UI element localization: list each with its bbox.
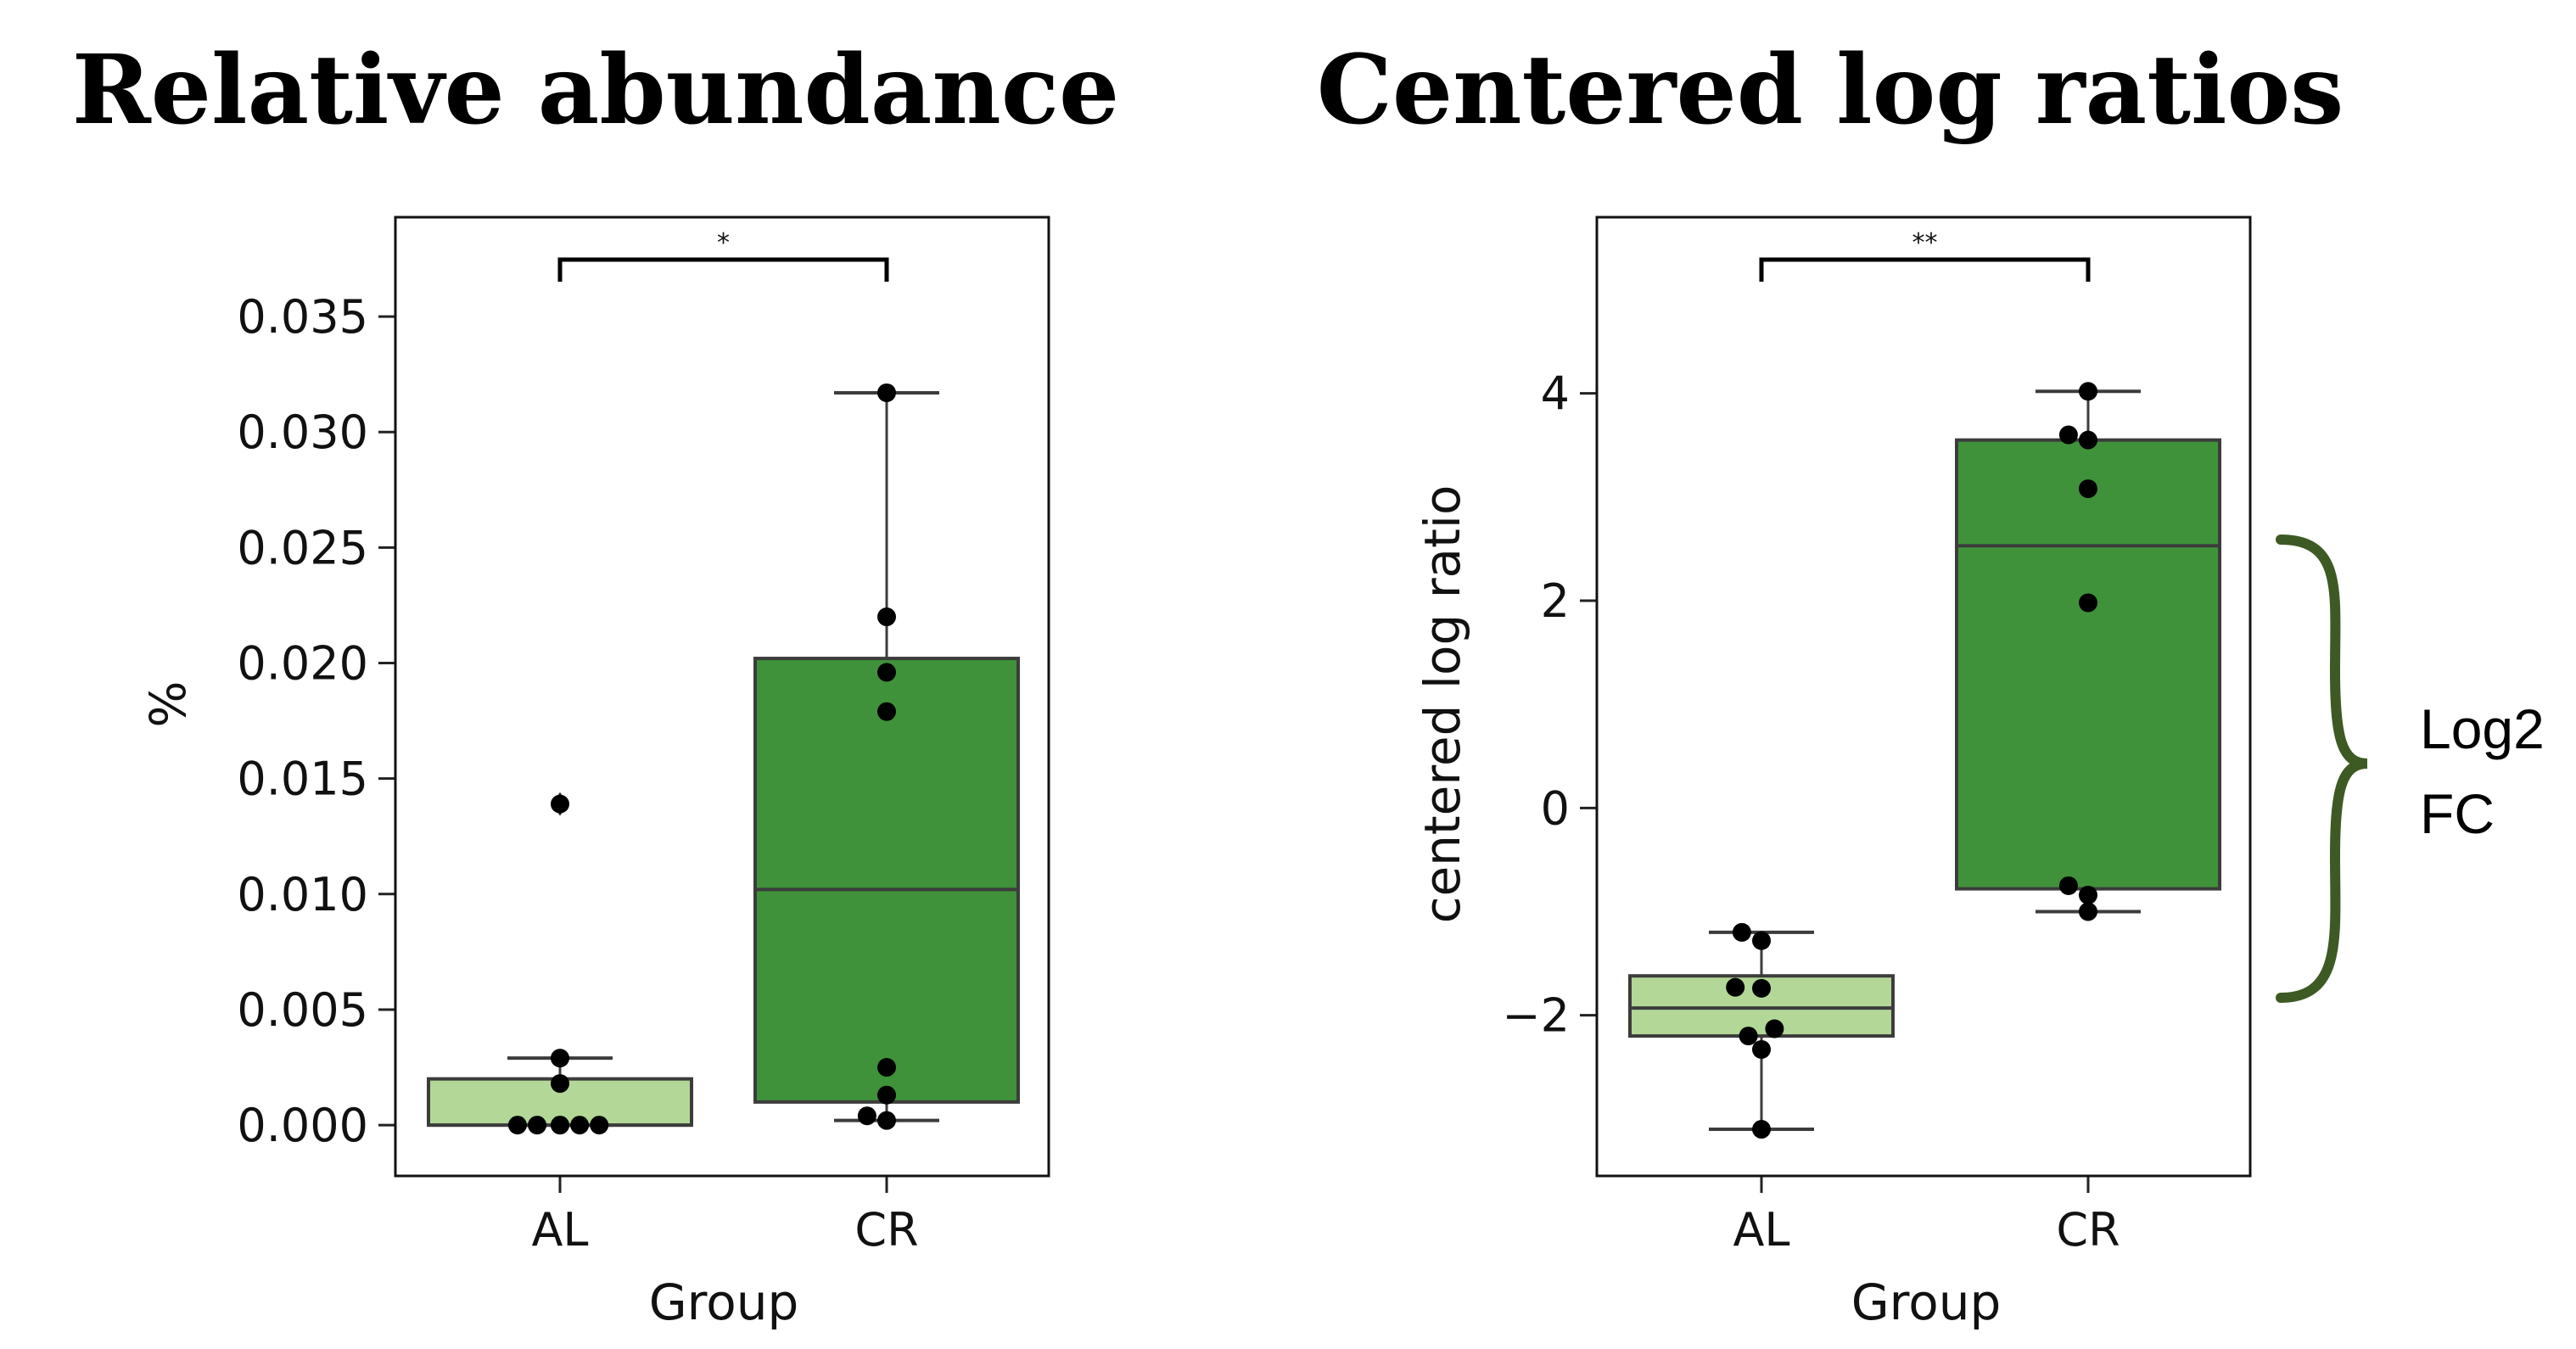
axes-frame-centered-log-ratios — [1595, 216, 2252, 1178]
data-point — [507, 1116, 527, 1135]
data-point — [857, 1106, 876, 1126]
y-tick-label: 0.005 — [237, 983, 368, 1037]
data-point — [877, 702, 896, 721]
y-tick-label: 0.015 — [237, 753, 368, 806]
data-point — [551, 1049, 569, 1068]
data-point — [877, 663, 896, 682]
y-tick-label: 0.030 — [237, 406, 368, 459]
y-tick-label: 0.035 — [237, 290, 368, 344]
x-axis-label-centered-log-ratios: Group — [1851, 1273, 2002, 1331]
y-tick-label: 0.020 — [237, 637, 368, 691]
panel-centered-log-ratios: Centered log ratios −2 0 2 4 AL CR ** Group ce… — [1317, 35, 2344, 1331]
data-point — [877, 383, 896, 402]
data-point — [551, 794, 569, 814]
x-tick-label-al: AL — [531, 1203, 588, 1257]
data-point — [2079, 885, 2097, 904]
significance-label: * — [717, 228, 730, 258]
data-point — [2079, 479, 2097, 499]
data-point — [1752, 931, 1771, 950]
box-cr — [753, 390, 1020, 1122]
significance-bracket: ** — [1759, 228, 2091, 282]
chart-title-centered-log-ratios: Centered log ratios — [1317, 35, 2344, 146]
y-tick-label: 0 — [1541, 781, 1570, 835]
significance-bracket: * — [557, 228, 889, 282]
data-point — [2079, 430, 2097, 450]
x-tick-label-cr: CR — [854, 1203, 918, 1257]
x-axis-label-relative-abundance: Group — [649, 1273, 799, 1331]
data-point — [528, 1116, 547, 1135]
data-point — [2079, 593, 2097, 613]
data-point — [551, 1074, 569, 1094]
data-point — [2058, 876, 2078, 895]
data-point — [1752, 1120, 1771, 1139]
data-point — [1739, 1027, 1758, 1046]
panel-relative-abundance: Relative abundance 0.0000.0050.0100.0150… — [72, 35, 1120, 1331]
y-tick-label: 4 — [1541, 367, 1570, 421]
data-point — [551, 1116, 569, 1135]
plot-area-centered-log-ratios: −2 0 2 4 AL CR ** — [1502, 216, 2252, 1257]
data-point — [1752, 978, 1771, 998]
data-point — [877, 1111, 896, 1130]
y-tick-label: −2 — [1502, 989, 1570, 1043]
points-cr — [2058, 382, 2097, 921]
axes-frame-relative-abundance — [394, 216, 1050, 1178]
y-tick-label: 0.010 — [237, 868, 368, 921]
data-point — [877, 1058, 896, 1078]
annotation-line-1: Log2 — [2420, 697, 2545, 760]
box-cr — [1955, 389, 2221, 914]
data-point — [2079, 902, 2097, 921]
data-point — [1732, 922, 1751, 942]
points-cr — [857, 383, 896, 1130]
chart-title-relative-abundance: Relative abundance — [72, 35, 1120, 146]
y-axis-label-centered-log-ratios: centered log ratio — [1414, 485, 1471, 924]
data-point — [570, 1116, 590, 1135]
y-tick-label: 0.000 — [237, 1099, 368, 1152]
points-al — [507, 794, 609, 1135]
data-point — [1752, 1039, 1771, 1059]
data-point — [2079, 382, 2097, 401]
bracket-line — [1759, 257, 2091, 282]
points-al — [1726, 922, 1784, 1139]
log2fc-annotation: Log2 FC — [2276, 535, 2545, 1003]
significance-label: ** — [1912, 228, 1938, 258]
bracket-line — [557, 257, 889, 282]
curly-brace-icon — [2276, 535, 2368, 1003]
box-body — [1955, 438, 2221, 891]
data-point — [877, 1085, 896, 1105]
y-axis-label-relative-abundance: % — [139, 680, 197, 727]
y-tick-label: 0.025 — [237, 521, 368, 574]
y-tick-label: 2 — [1541, 574, 1570, 628]
box-body — [753, 657, 1020, 1104]
x-tick-label-cr: CR — [2056, 1203, 2120, 1257]
data-point — [877, 607, 896, 627]
data-point — [1765, 1019, 1784, 1038]
plot-area-relative-abundance: 0.000 0.005 0.010 0.015 0.020 0.025 0.030 0.035… — [237, 216, 1050, 1257]
annotation-line-2: FC — [2420, 782, 2495, 845]
data-point — [590, 1116, 609, 1135]
data-point — [2058, 425, 2078, 445]
box-al — [1628, 930, 1895, 1132]
x-tick-label-al: AL — [1733, 1203, 1789, 1257]
data-point — [1726, 977, 1745, 997]
